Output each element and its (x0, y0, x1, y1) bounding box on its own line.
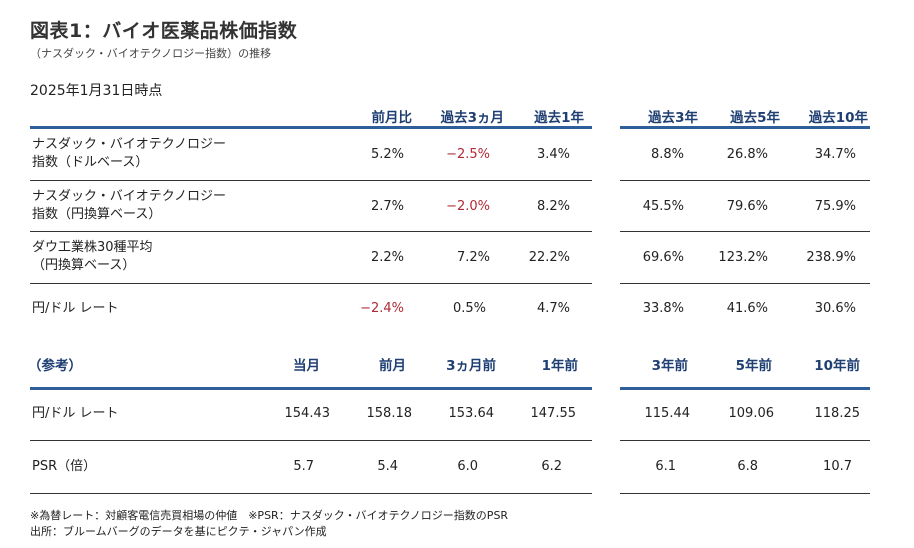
page-subtitle: （ナスダック・バイオテクノロジー指数）の推移 (30, 47, 272, 60)
page-title: 図表1：バイオ医薬品株価指数 (30, 20, 298, 42)
t1-row3-value-3y: 69.6% (642, 250, 684, 265)
t1-row3-rule-right (620, 283, 870, 284)
t2-row1-value-prev: 158.18 (366, 406, 413, 421)
t1-row1-value-10y: 34.7% (814, 147, 856, 162)
t1-row2-rule-left (30, 231, 592, 232)
t1-row3-value-5y: 123.2% (718, 250, 768, 265)
t1-row1-value-3y: 8.8% (650, 147, 684, 162)
t2-row2-value-3m: 6.0 (457, 459, 478, 474)
t1-row1-rule-left (30, 180, 592, 181)
t1-header-10y: 過去10年 (808, 110, 868, 126)
t1-row1-label: ナスダック・バイオテクノロジー 指数（ドルベース） (32, 137, 226, 170)
t2-header-current: 当月 (293, 358, 320, 374)
t1-header-5y: 過去5年 (730, 110, 780, 126)
t2-row2-value-10y: 10.7 (823, 459, 852, 474)
t2-header-3y: 3年前 (651, 358, 688, 374)
t1-row1-value-5y: 26.8% (726, 147, 768, 162)
t2-row2-rule-right (620, 493, 870, 494)
t1-header-3m: 過去3ヵ月 (440, 110, 504, 126)
footnote-source: 出所：ブルームバーグのデータを基にピクテ・ジャパン作成 (30, 525, 327, 538)
t2-row1-rule-right (620, 440, 870, 441)
t2-row2-label: PSR（倍） (32, 459, 97, 474)
t2-row1-value-5y: 109.06 (728, 406, 775, 421)
t1-row4-value-10y: 30.6% (814, 301, 856, 316)
as-of-date: 2025年1月31日時点 (30, 83, 163, 99)
t2-row1-value-3m: 153.64 (448, 406, 495, 421)
t1-row1-value-1y: 3.4% (536, 147, 570, 162)
t1-row2-label: ナスダック・バイオテクノロジー 指数（円換算ベース） (32, 189, 226, 222)
t1-row3-value-10y: 238.9% (806, 250, 856, 265)
t1-row1-rule-right (620, 180, 870, 181)
t2-row2-rule-left (30, 493, 592, 494)
t1-top-rule-right (620, 126, 870, 129)
t1-row4-value-3m: 0.5% (452, 301, 486, 316)
t1-row4-value-3y: 33.8% (642, 301, 684, 316)
t1-row2-value-10y: 75.9% (814, 199, 856, 214)
t1-row2-value-5y: 79.6% (726, 199, 768, 214)
t1-row1-value-3m: −2.5% (446, 147, 490, 162)
t2-row1-label: 円/ドル レート (32, 406, 119, 421)
t1-row2-rule-right (620, 231, 870, 232)
t2-row1-rule-left (30, 440, 592, 441)
t1-row2-value-3y: 45.5% (642, 199, 684, 214)
t1-row1-value-1m: 5.2% (370, 147, 404, 162)
t1-row3-label: ダウ工業株30種平均 （円換算ベース） (32, 240, 153, 273)
t2-top-rule-right (620, 387, 870, 390)
t1-row3-value-1y: 22.2% (528, 250, 570, 265)
t1-row3-value-3m: 7.2% (456, 250, 490, 265)
t1-row2-value-1m: 2.7% (370, 199, 404, 214)
t2-row1-value-1y: 147.55 (530, 406, 577, 421)
t1-row4-value-1y: 4.7% (536, 301, 570, 316)
t1-row2-value-1y: 8.2% (536, 199, 570, 214)
t1-row3-rule-left (30, 283, 592, 284)
t2-header-3m: 3ヵ月前 (446, 358, 496, 374)
t2-header-10y: 10年前 (814, 358, 860, 374)
t2-row1-value-current: 154.43 (284, 406, 331, 421)
t2-header-5y: 5年前 (735, 358, 772, 374)
t2-row1-value-10y: 118.25 (814, 406, 861, 421)
t1-header-1y: 過去1年 (534, 110, 584, 126)
t2-row2-value-prev: 5.4 (377, 459, 398, 474)
t1-top-rule-left (30, 126, 592, 129)
t2-row2-value-3y: 6.1 (655, 459, 676, 474)
t1-header-3y: 過去3年 (648, 110, 698, 126)
t2-header-prev: 前月 (379, 358, 406, 374)
t2-label-header: （参考） (28, 358, 82, 374)
t2-row2-value-5y: 6.8 (737, 459, 758, 474)
t1-row2-value-3m: −2.0% (446, 199, 490, 214)
t2-row2-value-1y: 6.2 (541, 459, 562, 474)
t1-row4-label: 円/ドル レート (32, 301, 119, 316)
t1-header-1m: 前月比 (371, 110, 413, 126)
t1-row3-value-1m: 2.2% (370, 250, 404, 265)
t1-row4-value-5y: 41.6% (726, 301, 768, 316)
footnote-fx: ※為替レート：対顧客電信売買相場の仲値 ※PSR：ナスダック・バイオテクノロジー… (30, 509, 509, 522)
t2-row1-value-3y: 115.44 (644, 406, 691, 421)
t2-row2-value-current: 5.7 (293, 459, 314, 474)
t2-top-rule-left (30, 387, 592, 390)
t1-row4-value-1m: −2.4% (360, 301, 404, 316)
t2-header-1y: 1年前 (541, 358, 578, 374)
